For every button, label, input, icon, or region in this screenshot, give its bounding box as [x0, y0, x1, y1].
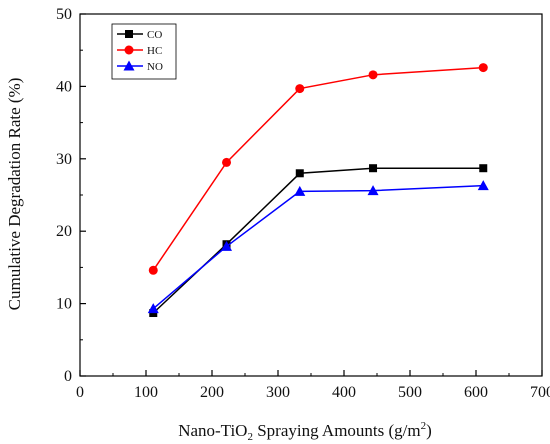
x-axis-title-prefix: Nano-TiO [178, 421, 247, 440]
data-point-co [369, 164, 378, 173]
y-tick-label: 40 [56, 78, 72, 95]
y-tick-label: 50 [56, 6, 72, 23]
y-tick-label: 0 [64, 368, 72, 385]
series-layer [147, 63, 489, 318]
x-tick-label: 300 [266, 384, 290, 401]
x-tick-label: 700 [530, 384, 550, 401]
legend-marker-co [125, 30, 133, 38]
x-axis-title: Nano-TiO2 Spraying Amounts (g/m2) [178, 420, 432, 443]
x-axis-title-superscript: 2 [421, 420, 427, 432]
legend-label-no: NO [147, 61, 163, 73]
y-tick-label: 30 [56, 151, 72, 168]
axes: 0 100 200 300 400 500 600 700 0 10 20 30 40 50 [56, 6, 550, 401]
series-line-co [152, 167, 484, 314]
x-tick-label: 600 [464, 384, 488, 401]
data-point-no [477, 180, 489, 191]
legend: CO HC NO [111, 23, 177, 80]
data-point-no [221, 240, 233, 251]
data-point-no [294, 185, 306, 196]
data-point-no [367, 185, 379, 196]
legend-marker-no [123, 60, 135, 71]
legend-label-hc: HC [147, 45, 162, 57]
series-line-no [152, 184, 484, 310]
data-point-hc [478, 63, 488, 73]
x-axis-title-subscript: 2 [247, 431, 253, 443]
x-tick-label: 200 [200, 384, 224, 401]
series-no [147, 180, 489, 314]
x-tick-label: 100 [134, 384, 158, 401]
x-tick-label: 500 [398, 384, 422, 401]
x-axis-title-suffix: ) [426, 421, 432, 440]
data-point-co [295, 169, 304, 178]
data-point-hc [222, 157, 232, 167]
data-point-co [479, 164, 488, 173]
data-point-hc [368, 70, 378, 80]
legend-box [111, 23, 177, 80]
legend-item-co: CO [117, 29, 162, 41]
y-tick-label: 10 [56, 296, 72, 313]
data-point-hc [295, 84, 305, 94]
legend-marker-hc [124, 45, 134, 55]
x-tick-label: 400 [332, 384, 356, 401]
y-tick-label: 20 [56, 223, 72, 240]
legend-label-co: CO [147, 29, 162, 41]
x-axis-title-middle: Spraying Amounts (g/m [253, 421, 421, 440]
x-tick-label: 0 [76, 384, 84, 401]
legend-item-no: NO [117, 60, 163, 73]
y-axis-title: Cumulative Degradation Rate (%) [5, 78, 24, 311]
data-point-no [147, 303, 159, 314]
data-point-hc [148, 265, 158, 275]
series-hc [148, 63, 488, 275]
legend-item-hc: HC [117, 45, 162, 57]
